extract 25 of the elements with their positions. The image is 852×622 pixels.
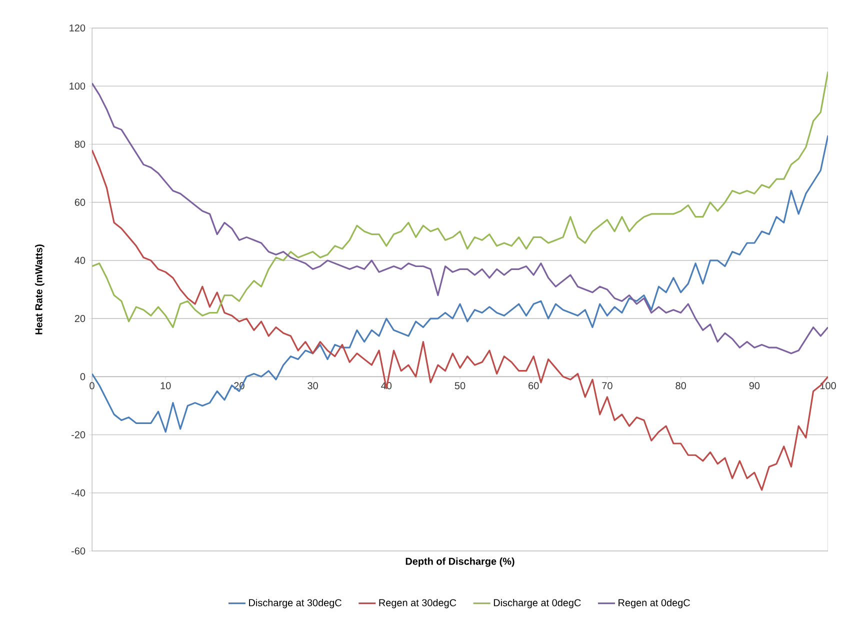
x-tick-label: 100 [820,382,836,390]
x-tick-label: 60 [528,382,539,390]
y-tick-label: 0 [80,373,86,380]
y-tick-label: 80 [74,140,86,148]
y-tick-label: 60 [74,198,86,206]
x-tick-label: 0 [90,382,94,390]
y-tick-label: 40 [74,256,86,264]
y-axis-title: Heat Rate (mWatts) [35,244,44,334]
y-tick-label: 20 [74,315,86,322]
legend-label: Regen at 0degC [618,598,690,608]
x-tick-label: 50 [454,382,466,390]
legend-label: Discharge at 30degC [249,598,342,608]
y-tick-label: -20 [72,431,86,438]
y-tick-label: -40 [72,489,86,496]
x-tick-label: 80 [676,382,686,390]
x-tick-label: 70 [602,382,612,390]
x-axis-title: Depth of Discharge (%) [406,558,514,567]
y-tick-label: 100 [70,82,86,90]
x-tick-label: 10 [160,382,171,390]
y-tick-label: -60 [72,547,86,555]
legend-label: Discharge at 0degC [494,598,581,608]
x-tick-label: 30 [308,382,318,390]
x-tick-label: 90 [749,382,760,390]
y-tick-label: 120 [70,24,86,32]
legend-label: Regen at 30degC [379,598,456,608]
